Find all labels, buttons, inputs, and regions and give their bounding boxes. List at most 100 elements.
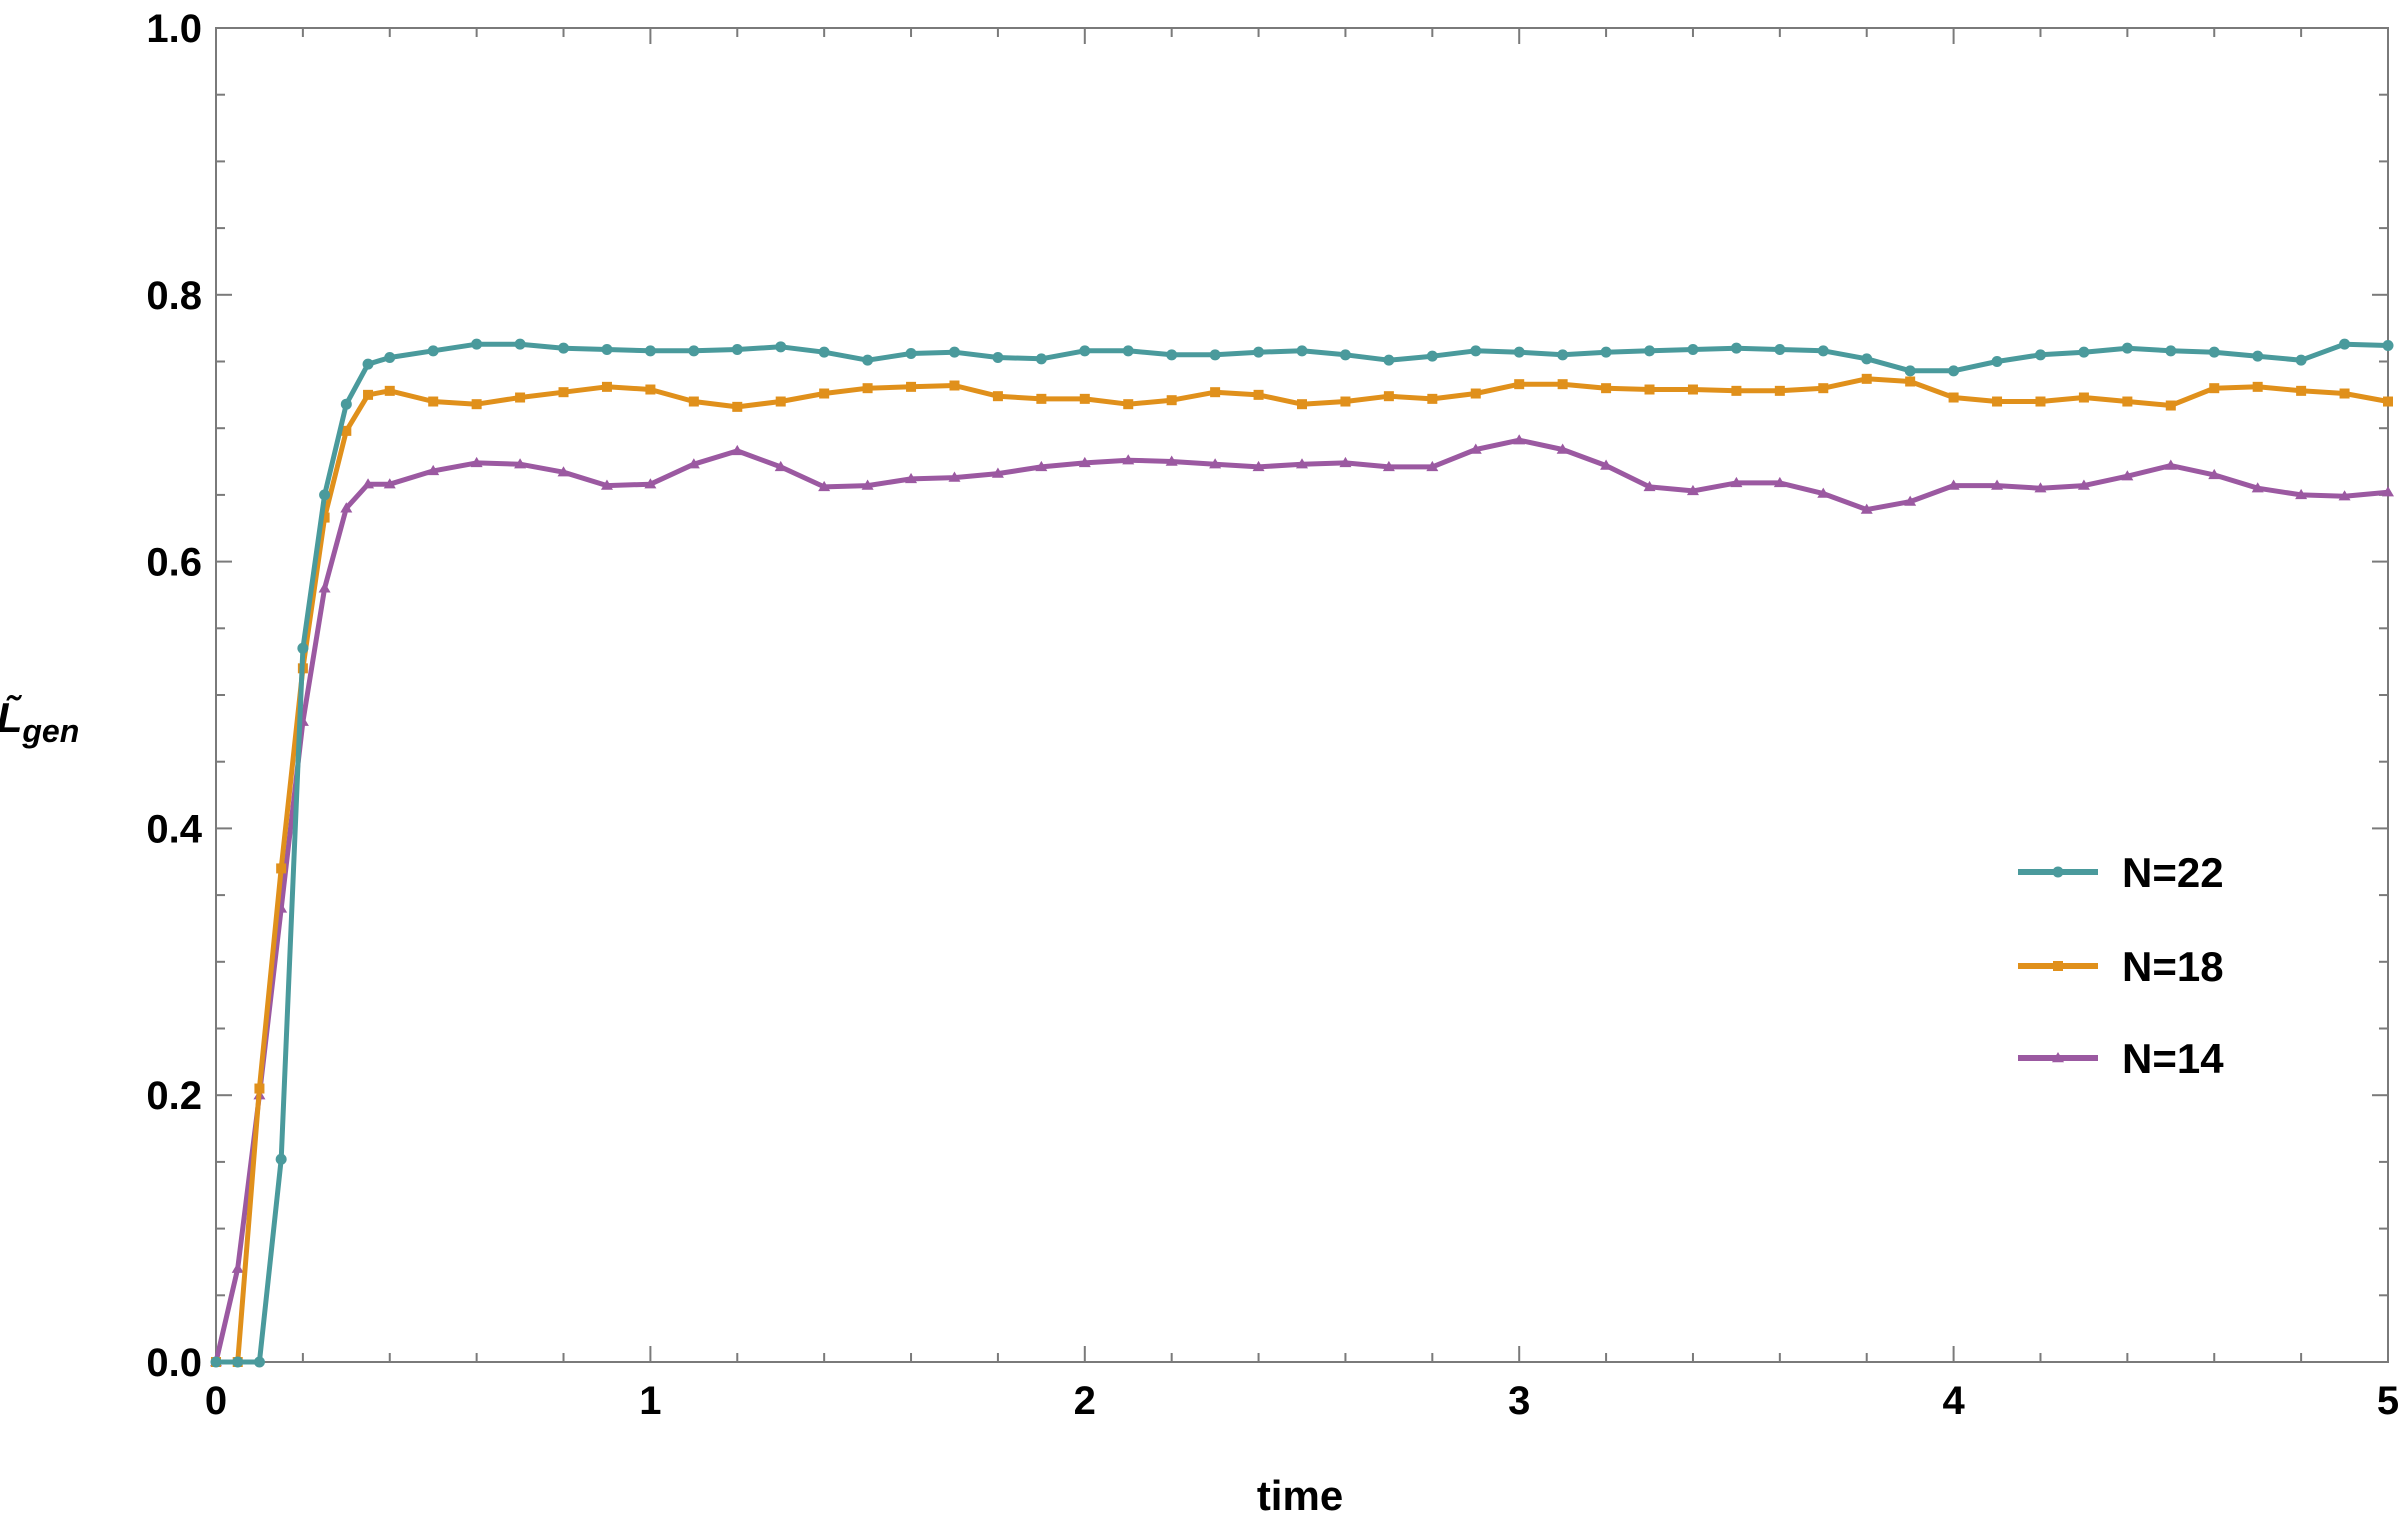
data-point-n-22 <box>2382 339 2394 351</box>
data-point-n-22 <box>471 338 483 350</box>
data-point-n-14 <box>600 479 613 490</box>
data-point-n-18 <box>2035 396 2046 407</box>
data-point-n-14 <box>2208 468 2221 480</box>
data-point-n-22 <box>210 1356 222 1368</box>
x-tick-label: 3 <box>1508 1379 1530 1423</box>
data-point-n-22 <box>1296 345 1308 357</box>
data-point-n-18 <box>341 425 352 436</box>
data-point-n-14 <box>362 478 375 489</box>
data-point-n-18 <box>1774 385 1785 396</box>
data-point-n-14 <box>1382 460 1395 472</box>
data-point-n-18 <box>1297 399 1307 410</box>
y-tick-label: 0.6 <box>146 541 202 585</box>
data-point-n-18 <box>601 381 612 392</box>
data-point-n-14 <box>2164 459 2177 470</box>
data-point-n-14 <box>1513 434 1526 445</box>
legend-item-n-22: N=22 <box>2018 849 2224 896</box>
y-tick-label: 1.0 <box>146 7 202 51</box>
legend-item-n-14: N=14 <box>2018 1035 2224 1082</box>
data-point-n-18 <box>1818 383 1829 394</box>
data-point-n-22 <box>427 345 439 357</box>
data-point-n-14 <box>383 478 396 489</box>
data-point-n-18 <box>819 388 830 399</box>
data-point-n-14 <box>2338 490 2351 501</box>
data-point-n-18 <box>1383 391 1394 402</box>
data-point-n-22 <box>862 354 874 366</box>
axis-ticks <box>215 27 2389 1363</box>
data-point-n-18 <box>775 396 786 407</box>
data-point-n-22 <box>1383 354 1395 366</box>
data-point-n-14 <box>1035 460 1048 472</box>
data-point-n-14 <box>774 460 787 472</box>
data-point-n-14 <box>1252 460 1265 472</box>
data-point-n-14 <box>1860 503 1873 514</box>
data-point-n-22 <box>2165 345 2177 357</box>
data-point-n-18 <box>558 387 569 398</box>
data-point-n-14 <box>1122 454 1135 465</box>
data-point-n-22 <box>1948 365 1960 377</box>
legend-label-n-18: N=18 <box>2122 943 2224 990</box>
data-point-n-22 <box>992 351 1004 363</box>
data-point-n-14 <box>231 1262 244 1273</box>
data-point-n-18 <box>254 1083 265 1094</box>
data-point-n-22 <box>644 345 656 357</box>
data-point-n-14 <box>1643 480 1656 492</box>
data-point-n-18 <box>1557 379 1568 390</box>
data-point-n-18 <box>363 389 374 400</box>
data-point-n-22 <box>297 642 309 654</box>
data-point-n-22 <box>2295 354 2307 366</box>
data-point-n-14 <box>2077 479 2090 490</box>
legend-marker-n-14 <box>2052 1052 2064 1063</box>
data-point-n-18 <box>1210 387 1221 398</box>
data-point-n-14 <box>427 464 440 476</box>
data-point-n-18 <box>1992 396 2003 407</box>
data-point-n-22 <box>1253 346 1265 358</box>
data-point-n-22 <box>1513 346 1525 358</box>
data-point-n-14 <box>1904 495 1917 506</box>
series-n-22 <box>210 338 2394 1368</box>
data-point-n-22 <box>1861 353 1873 365</box>
data-point-n-18 <box>906 381 917 392</box>
data-point-n-22 <box>775 341 787 353</box>
data-point-n-14 <box>340 502 353 513</box>
series-n-14 <box>210 434 2394 1367</box>
legend-marker-n-18 <box>2053 961 2063 971</box>
data-point-n-18 <box>2252 381 2263 392</box>
data-point-n-22 <box>948 346 960 358</box>
data-point-n-22 <box>319 489 331 501</box>
axis-labels: time L̃gen <box>0 693 1343 1519</box>
data-point-n-22 <box>1730 342 1742 354</box>
data-point-n-14 <box>861 479 874 490</box>
data-point-n-22 <box>340 398 352 410</box>
data-point-n-18 <box>732 401 743 412</box>
data-point-n-22 <box>818 346 830 358</box>
y-tick-label: 0.8 <box>146 274 202 318</box>
data-point-n-18 <box>2383 396 2393 407</box>
data-point-n-14 <box>731 444 744 456</box>
data-point-n-14 <box>644 478 657 489</box>
data-point-n-18 <box>276 863 287 874</box>
data-point-n-14 <box>1078 456 1091 468</box>
data-point-n-22 <box>601 343 613 355</box>
data-point-n-22 <box>2078 346 2090 358</box>
data-point-n-14 <box>1947 479 1960 490</box>
x-tick-label: 4 <box>1942 1379 1965 1423</box>
data-point-n-14 <box>1209 458 1222 469</box>
data-point-n-18 <box>384 385 395 396</box>
legend-label-n-14: N=14 <box>2122 1035 2224 1082</box>
data-point-n-14 <box>1296 458 1308 469</box>
data-point-n-14 <box>470 456 483 468</box>
data-point-n-18 <box>1644 384 1655 395</box>
data-point-n-18 <box>1123 399 1134 410</box>
data-point-n-14 <box>2295 488 2308 500</box>
data-point-n-22 <box>232 1356 244 1368</box>
data-point-n-14 <box>1817 487 1830 498</box>
data-point-n-22 <box>1122 345 1134 357</box>
data-point-n-18 <box>1253 389 1264 400</box>
data-point-n-22 <box>1035 353 1047 365</box>
data-point-n-18 <box>428 396 439 407</box>
data-point-n-14 <box>2121 470 2134 481</box>
data-point-n-14 <box>557 466 570 477</box>
x-tick-label: 0 <box>205 1379 227 1423</box>
